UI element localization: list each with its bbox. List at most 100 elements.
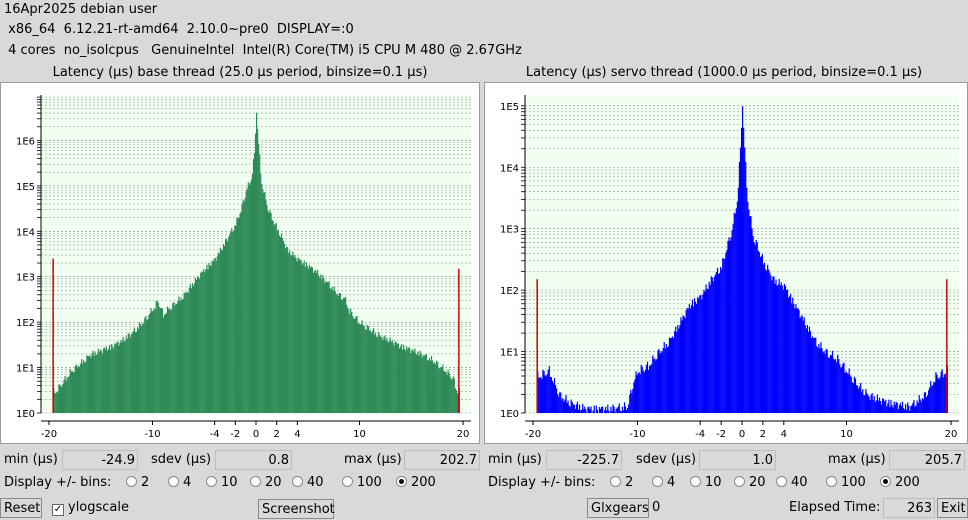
histogram-bar — [340, 299, 343, 413]
histogram-bar — [608, 410, 610, 413]
histogram-bar — [105, 346, 108, 413]
histogram-bar — [102, 348, 105, 413]
base-bins-option-2[interactable]: 2 — [126, 475, 149, 490]
histogram-bar — [237, 218, 239, 413]
histogram-bar — [688, 304, 690, 413]
histogram-bar — [387, 342, 389, 413]
servo-max-label: max (µs) — [828, 452, 886, 467]
histogram-bar — [926, 395, 929, 413]
radio-icon[interactable] — [734, 476, 745, 487]
histogram-bar — [918, 395, 920, 413]
histogram-bar — [553, 378, 556, 413]
histogram-bar — [96, 353, 98, 413]
histogram-bar — [415, 353, 417, 413]
histogram-bar — [864, 395, 866, 413]
servo-bins-option-40[interactable]: 40 — [776, 475, 808, 490]
ylogscale-check-icon[interactable]: ✓ — [52, 504, 64, 516]
x-tick-label: -4 — [695, 429, 705, 440]
base-bins-option-label: 40 — [307, 475, 324, 490]
histogram-bar — [719, 273, 721, 413]
base-bins-option-10[interactable]: 10 — [206, 475, 238, 490]
radio-icon[interactable] — [292, 476, 303, 487]
histogram-bar — [588, 406, 590, 413]
base-bins-option-40[interactable]: 40 — [292, 475, 324, 490]
histogram-bar — [740, 127, 743, 413]
radio-icon[interactable] — [206, 476, 217, 487]
histogram-bar — [590, 406, 592, 413]
histogram-bar — [790, 293, 792, 413]
histogram-bar — [922, 399, 924, 413]
servo-bins-option-4[interactable]: 4 — [652, 475, 675, 490]
histogram-bar — [727, 240, 729, 413]
histogram-bar — [636, 375, 638, 413]
radio-icon[interactable] — [342, 476, 353, 487]
radio-icon[interactable] — [126, 476, 137, 487]
histogram-bar — [163, 314, 166, 413]
servo-bins-option-20[interactable]: 20 — [734, 475, 766, 490]
radio-icon[interactable] — [880, 476, 891, 487]
histogram-bar — [878, 397, 881, 413]
histogram-bar — [421, 357, 423, 413]
histogram-bar — [742, 106, 744, 414]
histogram-bar — [640, 364, 642, 413]
histogram-bar — [277, 229, 279, 413]
histogram-bar — [207, 269, 209, 413]
histogram-bar — [704, 291, 706, 413]
radio-icon[interactable] — [396, 476, 407, 487]
histogram-bar — [181, 299, 183, 413]
base-bins-option-100[interactable]: 100 — [342, 475, 382, 490]
ylogscale-checkbox[interactable]: ✓ ylogscale — [52, 500, 129, 516]
radio-icon[interactable] — [610, 476, 621, 487]
servo-min-label: min (µs) — [488, 452, 542, 467]
histogram-bar — [456, 393, 458, 413]
servo-bins-option-10[interactable]: 10 — [690, 475, 722, 490]
histogram-bar — [417, 351, 419, 413]
histogram-bar — [358, 322, 360, 413]
radio-icon[interactable] — [776, 476, 787, 487]
servo-bins-option-200[interactable]: 200 — [880, 475, 920, 490]
histogram-bar — [443, 370, 445, 413]
histogram-bar — [566, 402, 568, 413]
histogram-bar — [405, 350, 407, 413]
servo-bins-option-100[interactable]: 100 — [826, 475, 866, 490]
histogram-bar — [103, 347, 106, 413]
histogram-bar — [233, 230, 235, 413]
histogram-bar — [104, 349, 107, 413]
base-bins-option-200[interactable]: 200 — [396, 475, 436, 490]
radio-icon[interactable] — [250, 476, 261, 487]
screenshot-button[interactable]: Screenshot — [258, 499, 335, 519]
radio-icon[interactable] — [690, 476, 701, 487]
base-bins-option-4[interactable]: 4 — [168, 475, 191, 490]
servo-bins-option-2[interactable]: 2 — [610, 475, 633, 490]
histogram-bar — [424, 354, 426, 413]
histogram-bar — [71, 371, 73, 413]
histogram-bar — [913, 399, 915, 413]
base-bins-option-20[interactable]: 20 — [250, 475, 282, 490]
x-tick-label: 10 — [840, 429, 853, 440]
histogram-bar — [720, 267, 722, 413]
histogram-bar — [872, 399, 874, 413]
radio-icon[interactable] — [652, 476, 663, 487]
radio-icon[interactable] — [168, 476, 179, 487]
histogram-bar — [870, 394, 872, 413]
reset-button[interactable]: Reset — [0, 498, 42, 518]
radio-icon[interactable] — [826, 476, 837, 487]
histogram-bar — [796, 308, 798, 413]
exit-button[interactable]: Exit — [937, 498, 968, 518]
histogram-bar — [402, 344, 405, 413]
histogram-bar — [621, 406, 624, 413]
histogram-bar — [172, 303, 174, 413]
glxgears-button[interactable]: Glxgears — [587, 498, 649, 518]
histogram-bar — [113, 348, 115, 413]
header-system-info: x86_64 6.12.21-rt-amd64 2.10.0~pre0 DISP… — [4, 22, 354, 37]
x-tick-label: -10 — [144, 429, 160, 440]
histogram-bar — [305, 261, 307, 413]
histogram-bar — [274, 224, 276, 413]
histogram-bar — [901, 401, 904, 413]
histogram-bar — [634, 379, 636, 413]
histogram-bar — [431, 360, 434, 413]
x-tick-label: 4 — [294, 429, 300, 440]
histogram-bar — [611, 411, 613, 413]
histogram-bar — [667, 346, 670, 413]
histogram-bar — [265, 200, 267, 413]
